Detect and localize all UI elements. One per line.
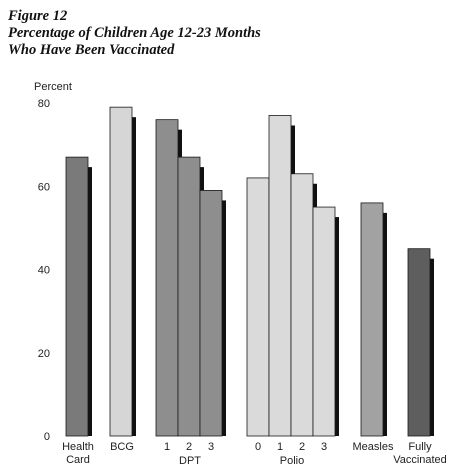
category-label: Polio (280, 455, 304, 467)
bar (177, 156, 201, 437)
bar (199, 190, 223, 437)
bar-sub-label: 2 (299, 441, 305, 453)
category-label: Vaccinated (393, 454, 447, 466)
bar (109, 106, 133, 437)
y-tick-label: 60 (38, 181, 50, 193)
bar-shadow (221, 200, 226, 436)
bar (246, 177, 270, 437)
y-tick-label: 20 (38, 348, 50, 360)
bar-sub-label: 3 (321, 441, 327, 453)
y-tick-label: 0 (44, 431, 50, 443)
category-label: DPT (179, 455, 201, 467)
bar-shadow (429, 258, 434, 436)
category-label: Measles (353, 441, 394, 453)
figure-title-line-1: Percentage of Children Age 12-23 Months (8, 25, 261, 41)
bar-shadow (382, 212, 387, 436)
bar-shadow (334, 217, 339, 436)
y-tick-label: 40 (38, 265, 50, 277)
bar (360, 202, 384, 437)
bar-shadow (131, 117, 136, 436)
figure-title-line-2: Who Have Been Vaccinated (8, 42, 175, 58)
category-label: Health (62, 441, 94, 453)
bar (290, 173, 314, 437)
bar-sub-label: 1 (277, 441, 283, 453)
bar-sub-label: 1 (164, 441, 170, 453)
category-label: BCG (110, 441, 134, 453)
bar-sub-label: 3 (208, 441, 214, 453)
figure-number: Figure 12 (8, 8, 68, 24)
bar (312, 206, 336, 437)
bar-shadow (87, 167, 92, 437)
figure-title: Figure 12 Percentage of Children Age 12-… (8, 8, 261, 59)
bar (155, 119, 179, 437)
bar-sub-label: 0 (255, 441, 261, 453)
category-label: Card (66, 454, 90, 466)
y-axis-label: Percent (34, 81, 72, 93)
bar (268, 115, 292, 437)
bar (65, 156, 89, 437)
y-tick-label: 80 (38, 98, 50, 110)
bar (407, 248, 431, 437)
bar-sub-label: 2 (186, 441, 192, 453)
category-label: Fully (408, 441, 432, 453)
